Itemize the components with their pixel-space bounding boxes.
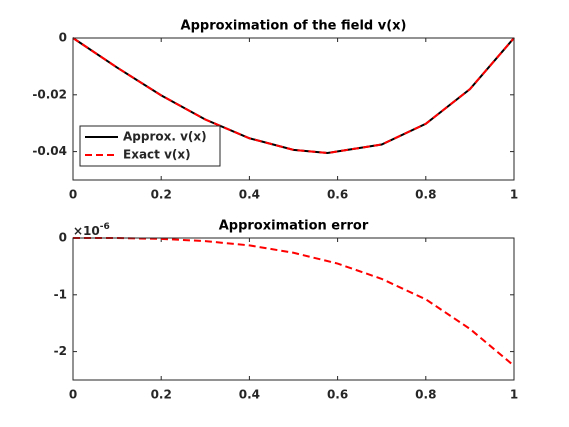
y-tick-label: -1 [54,287,67,301]
legend-label: Exact v(x) [123,148,191,162]
x-tick-label: 0.8 [415,388,436,402]
x-tick-label: 0.4 [239,188,260,202]
y-tick-label: -0.02 [32,87,67,101]
legend-box [79,125,221,167]
axes-background [73,238,514,380]
x-tick-label: 0 [69,388,77,402]
chart-title: Approximation of the field v(x) [181,19,407,34]
x-tick-label: 1 [510,388,518,402]
y-tick-label: 0 [59,31,67,45]
y-multiplier-base: ×10 [73,224,100,238]
legend-label: Approx. v(x) [123,130,207,144]
x-tick-label: 0.6 [327,388,348,402]
x-tick-label: 0.4 [239,388,260,402]
y-multiplier: ×10-6 [73,222,110,238]
x-tick-label: 0 [69,188,77,202]
x-tick-label: 0.8 [415,188,436,202]
x-tick-label: 1 [510,188,518,202]
series-line [72,237,515,367]
y-tick-label: -2 [54,344,67,358]
x-tick-label: 0.6 [327,188,348,202]
y-multiplier-exponent: -6 [100,222,110,232]
y-tick-label: -0.04 [32,144,67,158]
axes-box [72,237,515,381]
series-line [72,37,515,155]
axes-box [72,37,515,181]
x-tick-label: 0.2 [151,188,172,202]
y-tick-label: 0 [59,231,67,245]
chart-title: Approximation error [219,219,369,234]
x-tick-label: 0.2 [151,388,172,402]
